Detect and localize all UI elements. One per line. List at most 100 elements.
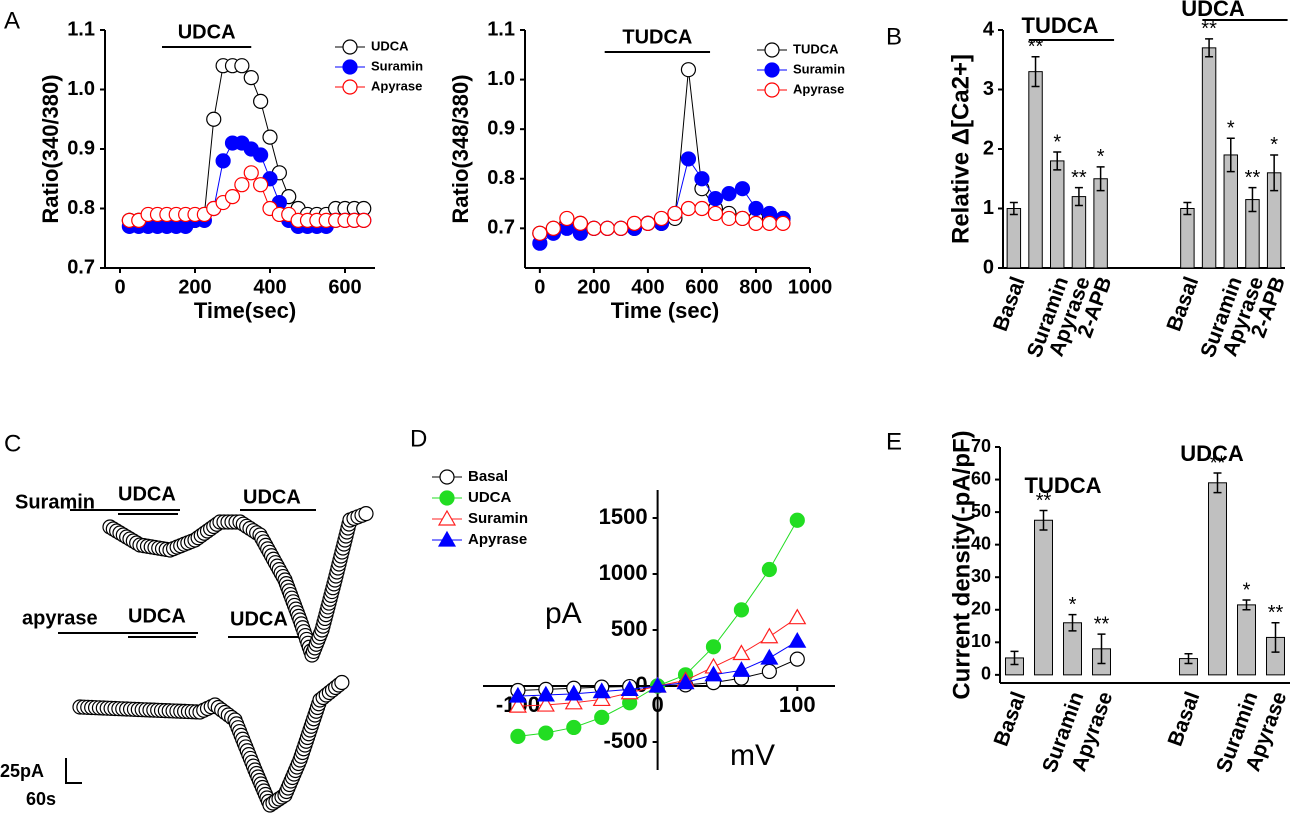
bar [1208, 482, 1227, 676]
y-axis-label: Current density(-pA/pF) [948, 430, 975, 699]
x-tick-label: 400 [631, 276, 664, 298]
panel-c: Suramin UDCA UDCA apyrase UDCA UDCA 25pA… [0, 483, 374, 813]
trace-label: apyrase [22, 607, 98, 629]
y-tick-label: 0 [981, 664, 991, 684]
drug-label: UDCA [243, 486, 301, 508]
marker [640, 215, 656, 231]
x-tick-label: 200 [178, 276, 211, 298]
x-axis-label: Time (sec) [611, 298, 719, 323]
significance: ** [1268, 602, 1284, 624]
marker [626, 215, 643, 231]
significance: * [1270, 134, 1278, 156]
bar [1071, 196, 1087, 269]
marker [566, 719, 582, 736]
y-tick-label: 0 [983, 256, 994, 278]
trace-label: Suramin [15, 491, 95, 513]
marker [234, 177, 250, 193]
group-label: TUDCA [1025, 473, 1102, 498]
x-tick-label: Basal [1163, 274, 1204, 335]
drug-label: UDCA [128, 605, 186, 627]
marker [761, 215, 778, 231]
x-tick-label: 0 [114, 276, 125, 298]
trace-point [334, 674, 350, 691]
y-tick-label: 0.9 [67, 137, 95, 159]
y-tick-label: 0.7 [487, 217, 515, 239]
error-bar [1271, 622, 1280, 653]
marker [508, 696, 527, 713]
marker [680, 151, 697, 167]
y-tick-label: 1.0 [67, 78, 95, 100]
legend-label: Apyrase [468, 531, 527, 548]
error-bar [1068, 613, 1077, 632]
y-tick-label: 10 [971, 631, 991, 651]
significance: * [1069, 594, 1077, 616]
y-tick-label: 0.9 [487, 117, 515, 139]
scale-label: 25pA [0, 761, 44, 781]
marker [760, 648, 779, 665]
marker [734, 181, 751, 197]
significance: ** [1071, 167, 1087, 189]
y-tick-label: 1500 [599, 504, 648, 529]
bar [1034, 519, 1053, 676]
x-tick-label: 0 [534, 276, 545, 298]
marker [694, 200, 710, 217]
error-bar [1248, 186, 1257, 213]
marker [594, 709, 610, 725]
x-tick-label: 1000 [788, 276, 833, 298]
error-bar [1031, 56, 1040, 88]
marker [789, 512, 805, 528]
trace-point [358, 505, 374, 522]
significance: * [1227, 118, 1235, 140]
y-tick-label: 1.0 [487, 68, 515, 90]
error-bar [1242, 599, 1251, 611]
marker [721, 210, 737, 227]
marker [704, 665, 723, 682]
line-chart: 0 200 400 600 800 1000 0.7 0.8 0.9 1.0 1.1 Time (se… [448, 18, 845, 323]
bar [1237, 604, 1256, 676]
y-tick-label: 70 [971, 436, 991, 456]
marker [206, 111, 222, 127]
legend-marker [764, 82, 780, 98]
marker [788, 631, 807, 648]
marker [572, 215, 588, 231]
marker [648, 676, 667, 693]
x-tick-label: Basal [990, 689, 1031, 750]
annotation: UDCA [178, 21, 236, 43]
legend-label: Suramin [793, 61, 845, 76]
marker [538, 725, 554, 741]
legend-marker [342, 59, 358, 75]
marker [734, 210, 751, 227]
x-tick-label: 200 [577, 276, 610, 298]
marker [545, 220, 561, 236]
drug-label: UDCA [118, 483, 176, 505]
x-axis-label: mV [730, 739, 775, 772]
marker [748, 200, 764, 217]
marker [620, 680, 639, 696]
marker [732, 661, 751, 677]
legend-marker [342, 79, 358, 95]
y-tick-label: 40 [971, 533, 991, 553]
marker [215, 153, 231, 169]
significance: ** [1245, 167, 1261, 189]
significance: * [1097, 146, 1105, 168]
y-tick-label: 3 [983, 78, 994, 100]
y-axis-label: Ratio(348/380) [448, 74, 473, 223]
bar [1093, 178, 1108, 269]
group-label: UDCA [1180, 441, 1244, 466]
marker [224, 189, 241, 205]
group-label: UDCA [1181, 0, 1245, 21]
drug-label: UDCA [230, 608, 288, 630]
marker [510, 728, 526, 745]
y-tick-label: 2 [983, 137, 994, 159]
traces [72, 505, 374, 813]
x-axis-label: Time(sec) [194, 298, 296, 323]
error-bar [1205, 38, 1214, 58]
marker [653, 210, 670, 227]
bar [1201, 47, 1217, 269]
scale-label: 60s [26, 789, 56, 809]
x-tick-label: 800 [739, 276, 772, 298]
marker [253, 93, 269, 110]
marker [564, 693, 583, 710]
